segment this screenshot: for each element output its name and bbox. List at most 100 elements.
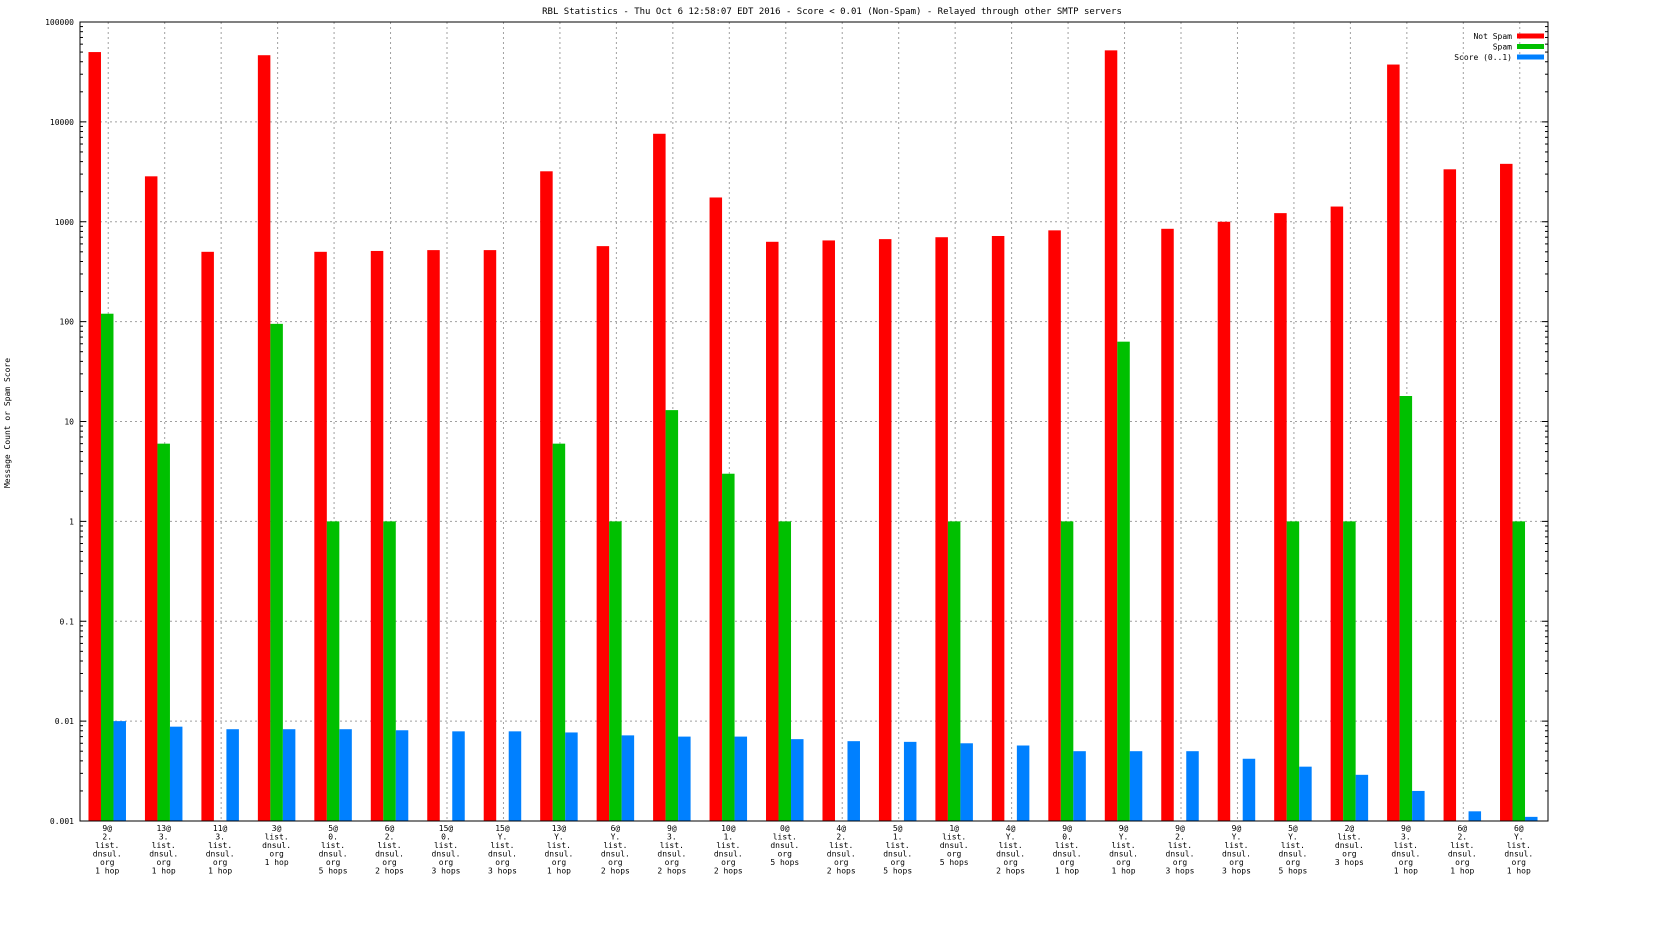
bar-score-0-1 [678,736,691,821]
x-tick-label: 5@ Y. list. dnsul. org 5 hops [1278,824,1307,876]
x-tick-label: 13@ Y. list. dnsul. org 1 hop [544,824,573,876]
bar-not-spam [1500,163,1513,821]
bar-not-spam [257,55,271,821]
bars [88,50,1538,822]
x-tick-label: 0@ list. dnsul. org 5 hops [770,824,799,867]
x-tick-label: 9@ 3. list. dnsul. org 1 hop [1391,824,1420,876]
x-tick-label: 2@ list. dnsul. org 3 hops [1335,824,1364,867]
bar-spam [722,473,735,821]
y-tick-label: 0.01 [55,717,74,726]
legend-label: Spam [1493,43,1512,52]
bar-not-spam [822,240,835,821]
x-tick-label: 9@ 2. list. dnsul. org 1 hop [93,824,122,876]
bar-not-spam [540,171,553,821]
bar-spam [609,521,622,821]
bar-not-spam [427,250,440,822]
bar-not-spam [1161,228,1174,821]
x-tick-label: 9@ 0. list. dnsul. org 1 hop [1053,824,1082,876]
x-tick-label: 6@ 2. list. dnsul. org 2 hops [375,824,404,876]
y-axis-ticks: 0.001 0.01 0.1 1 10 100 1000 10000 100000 [45,18,1548,826]
x-tick-label: 9@ 2. list. dnsul. org 3 hops [1166,824,1195,876]
y-tick-label: 10000 [50,118,74,127]
x-tick-label: 6@ Y. list. dnsul. org 2 hops [601,824,630,876]
bar-spam [270,323,283,821]
bar-score-0-1 [113,721,126,821]
bar-not-spam [766,241,779,821]
legend-swatch [1517,33,1544,39]
y-axis-title: Message Count or Spam Score [3,358,12,488]
bar-score-0-1 [1129,751,1143,821]
x-tick-label: 1@ list. dnsul. org 5 hops [940,824,969,867]
bar-spam [1343,521,1356,821]
bar-score-0-1 [565,732,578,821]
bar-score-0-1 [1525,816,1538,821]
x-tick-label: 11@ 3. list. dnsul. org 1 hop [206,824,235,876]
x-tick-label: 4@ 2. list. dnsul. org 2 hops [827,824,856,876]
y-tick-label: 1000 [55,218,74,227]
bar-score-0-1 [847,741,860,821]
legend-label: Score (0..1) [1454,53,1512,62]
bar-score-0-1 [791,739,804,821]
bar-not-spam [991,235,1005,822]
bar-score-0-1 [169,726,183,821]
bar-spam [778,521,792,821]
bar-score-0-1 [1468,811,1482,821]
bar-score-0-1 [1242,758,1256,821]
bar-not-spam [878,239,892,821]
bar-not-spam [1048,230,1061,821]
legend-label: Not Spam [1473,32,1512,41]
x-tick-label: 9@ 3. list. dnsul. org 2 hops [657,824,686,876]
bar-spam [1286,521,1300,821]
bar-not-spam [1330,206,1344,821]
x-tick-label: 10@ 1. list. dnsul. org 2 hops [714,824,743,876]
legend-swatch [1517,54,1544,60]
bar-spam [383,521,396,821]
bar-not-spam [1274,213,1287,821]
bar-not-spam [370,250,384,822]
bar-spam [1399,396,1413,821]
bar-not-spam [596,246,610,821]
x-tick-label: 3@ list. dnsul. org 1 hop [262,824,291,867]
y-tick-label: 0.001 [50,817,74,826]
bar-score-0-1 [621,735,635,821]
bar-not-spam [88,52,101,822]
bar-spam [326,521,340,821]
bar-not-spam [653,133,666,821]
bar-spam [947,521,961,821]
bar-score-0-1 [452,731,465,821]
bar-score-0-1 [226,729,239,821]
bar-not-spam [483,250,497,822]
bar-score-0-1 [339,729,352,821]
bar-spam [157,443,170,821]
x-tick-label: 9@ Y. list. dnsul. org 3 hops [1222,824,1251,876]
bar-spam [665,410,679,821]
bar-score-0-1 [1412,790,1425,821]
bar-score-0-1 [1016,745,1030,821]
x-tick-label: 5@ 0. list. dnsul. org 5 hops [319,824,348,876]
x-tick-label: 15@ Y. list. dnsul. org 3 hops [488,824,517,876]
bar-score-0-1 [282,729,296,821]
bar-spam [1060,521,1074,821]
bar-spam [552,443,566,821]
x-tick-label: 6@ 2. list. dnsul. org 1 hop [1448,824,1477,876]
bar-not-spam [1387,64,1400,821]
bar-score-0-1 [960,743,973,821]
x-tick-label: 15@ 0. list. dnsul. org 3 hops [432,824,461,876]
legend-swatch [1517,44,1544,49]
bar-score-0-1 [734,736,748,821]
bar-score-0-1 [1299,766,1312,821]
bar-score-0-1 [395,730,409,821]
bar-score-0-1 [1073,751,1086,821]
bar-spam [1117,341,1130,821]
bar-not-spam [1443,169,1457,821]
y-tick-label: 0.1 [60,617,75,626]
chart-title: RBL Statistics - Thu Oct 6 12:58:07 EDT … [542,7,1122,17]
y-tick-label: 10 [64,418,74,427]
bar-not-spam [314,251,327,821]
bar-not-spam [1217,221,1231,821]
bar-not-spam [201,251,214,821]
bar-not-spam [1104,50,1118,822]
y-tick-label: 100 [60,318,75,327]
